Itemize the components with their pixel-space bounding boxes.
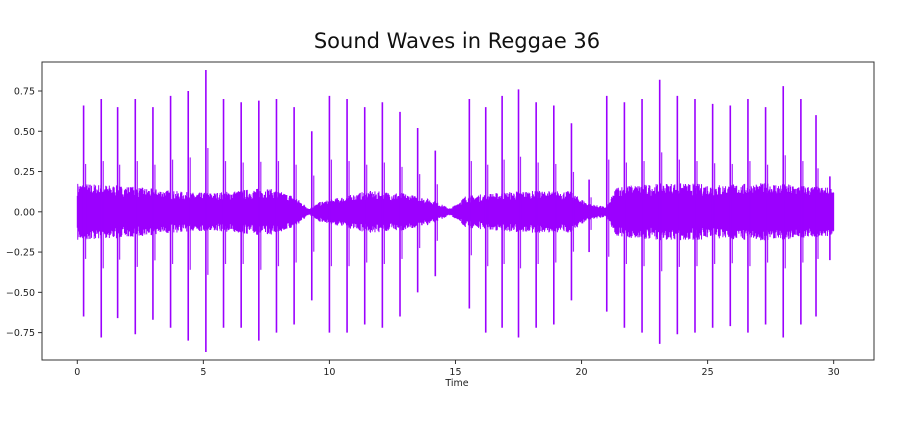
x-tick-label: 5 — [200, 367, 206, 378]
plot-frame — [41, 61, 875, 361]
x-tick-label: 15 — [449, 367, 461, 378]
x-tick-label: 25 — [702, 367, 714, 378]
x-tick-label: 20 — [575, 367, 587, 378]
x-tick-label: 30 — [828, 367, 840, 378]
chart-title: Sound Waves in Reggae 36 — [314, 29, 600, 53]
y-tick-label: 0.25 — [14, 167, 35, 178]
plot-area — [76, 70, 835, 352]
y-axis: 0.75 0.50 0.25 0.00 −0.25 −0.50 −0.75 — [6, 86, 42, 339]
y-tick-label: −0.25 — [6, 248, 35, 259]
y-tick-label: 0.00 — [14, 207, 35, 218]
x-axis: 0 5 10 15 20 25 30 — [74, 360, 840, 378]
y-tick-label: 0.50 — [14, 127, 35, 138]
x-axis-label: Time — [444, 378, 468, 389]
y-tick-label: −0.75 — [6, 328, 35, 339]
y-tick-label: 0.75 — [14, 86, 35, 97]
y-tick-label: −0.50 — [6, 288, 35, 299]
x-tick-label: 10 — [323, 367, 335, 378]
x-tick-label: 0 — [74, 367, 80, 378]
